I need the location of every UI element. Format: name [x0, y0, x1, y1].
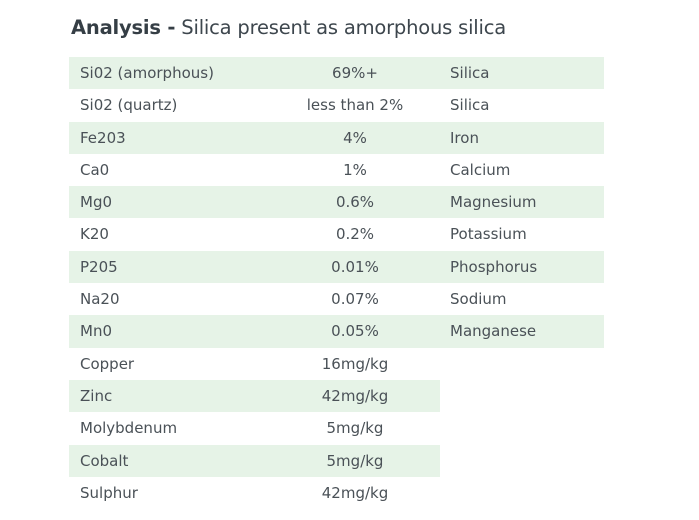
table-row: Si02 (amorphous) 69%+ Silica — [69, 57, 604, 90]
analysis-table: Si02 (amorphous) 69%+ Silica Si02 (quart… — [69, 57, 604, 509]
page-title: Analysis - Silica present as amorphous s… — [71, 16, 506, 39]
compound-name: Mg0 — [80, 193, 113, 212]
table-row: K20 0.2% Potassium — [69, 218, 604, 250]
trace-element-value: 5mg/kg — [326, 451, 384, 470]
compound-name: K20 — [80, 225, 109, 244]
compound-value: 0.07% — [331, 290, 379, 309]
table-row: Na20 0.07% Sodium — [69, 283, 604, 315]
table-row: Mg0 0.6% Magnesium — [69, 186, 604, 219]
element-name: Iron — [450, 128, 479, 147]
trace-element-name: Cobalt — [80, 451, 129, 470]
trace-element-name: Copper — [80, 354, 135, 373]
compound-name: Ca0 — [80, 160, 110, 179]
compound-value: less than 2% — [306, 96, 404, 115]
trace-element-value: 42mg/kg — [321, 483, 389, 502]
table-row: Sulphur 42mg/kg — [69, 477, 604, 509]
compound-name: Mn0 — [80, 322, 112, 341]
trace-element-name: Molybdenum — [80, 419, 178, 438]
trace-element-name: Zinc — [80, 386, 113, 405]
table-row: Zinc 42mg/kg — [69, 379, 440, 413]
compound-value: 0.01% — [331, 257, 379, 276]
compound-value: 0.6% — [335, 193, 375, 212]
element-name: Silica — [450, 96, 490, 115]
table-row: Ca0 1% Calcium — [69, 154, 604, 186]
compound-name: Si02 (amorphous) — [80, 64, 214, 82]
compound-value: 1% — [343, 160, 367, 179]
table-row: Cobalt 5mg/kg — [69, 444, 440, 477]
title-label: Analysis - — [71, 16, 176, 39]
element-name: Phosphorus — [450, 257, 538, 276]
table-row: P205 0.01% Phosphorus — [69, 250, 604, 284]
element-name: Manganese — [450, 322, 537, 341]
title-subtitle: Silica present as amorphous silica — [175, 16, 507, 39]
trace-element-value: 16mg/kg — [321, 354, 389, 373]
compound-value: 4% — [343, 128, 367, 147]
compound-value: 0.2% — [335, 225, 375, 244]
table-row: Fe203 4% Iron — [69, 121, 604, 154]
element-name: Silica — [450, 64, 490, 82]
table-row: Molybdenum 5mg/kg — [69, 412, 604, 444]
table-row: Copper 16mg/kg — [69, 348, 604, 380]
compound-value: 0.05% — [331, 322, 379, 341]
trace-element-value: 42mg/kg — [321, 386, 389, 405]
table-row: Si02 (quartz) less than 2% Silica — [69, 89, 604, 121]
trace-element-name: Sulphur — [80, 483, 138, 502]
compound-name: Si02 (quartz) — [80, 96, 178, 115]
element-name: Magnesium — [450, 193, 537, 212]
compound-name: Fe203 — [80, 128, 126, 147]
element-name: Potassium — [450, 225, 527, 244]
trace-element-value: 5mg/kg — [326, 419, 384, 438]
compound-value: 69%+ — [332, 64, 378, 82]
compound-name: P205 — [80, 257, 118, 276]
compound-name: Na20 — [80, 290, 120, 309]
element-name: Calcium — [450, 160, 511, 179]
element-name: Sodium — [450, 290, 507, 309]
table-row: Mn0 0.05% Manganese — [69, 315, 604, 348]
